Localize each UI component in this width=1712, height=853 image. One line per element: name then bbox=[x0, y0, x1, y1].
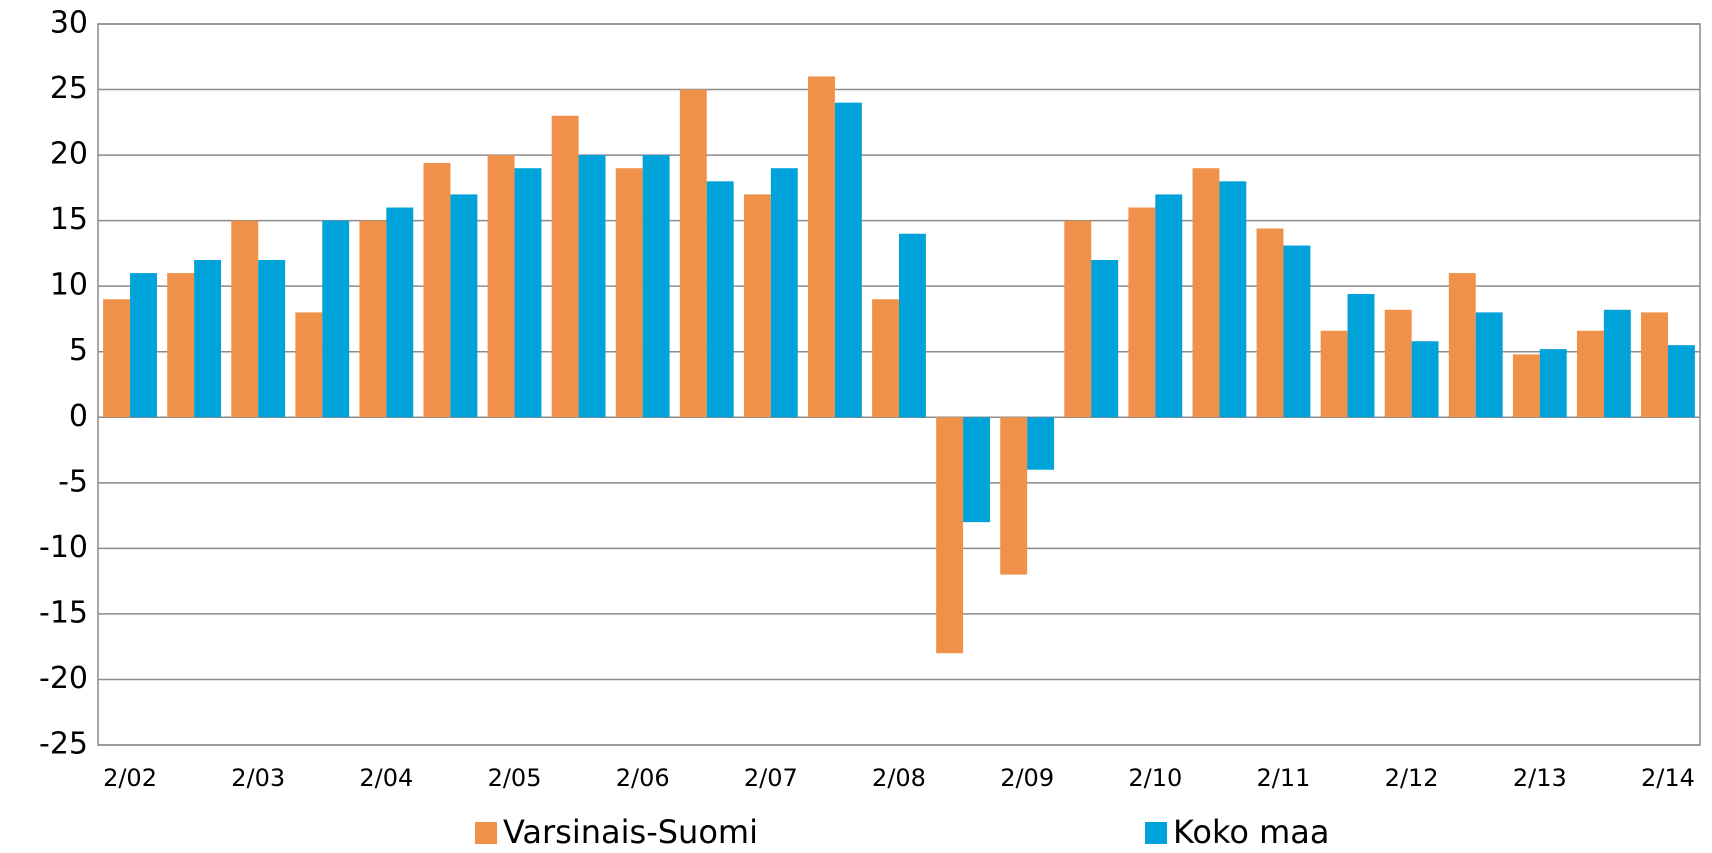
bar bbox=[642, 155, 670, 418]
bar bbox=[1475, 312, 1503, 418]
legend-label: Varsinais-Suomi bbox=[503, 813, 758, 849]
bar bbox=[808, 76, 835, 418]
bar bbox=[1219, 181, 1247, 418]
bar bbox=[1155, 194, 1183, 418]
y-tick-label: 25 bbox=[50, 71, 88, 106]
legend-swatch bbox=[475, 822, 497, 844]
bar bbox=[615, 168, 643, 418]
bar bbox=[1448, 273, 1476, 418]
x-tick-label: 2/10 bbox=[1128, 764, 1182, 792]
legend-swatch bbox=[1145, 822, 1167, 844]
bar bbox=[103, 299, 131, 418]
bar bbox=[1256, 228, 1284, 418]
bar bbox=[450, 194, 478, 418]
x-tick-label: 2/06 bbox=[616, 764, 670, 792]
y-tick-label: 15 bbox=[50, 202, 88, 237]
bar bbox=[1411, 341, 1439, 418]
x-tick-label: 2/04 bbox=[359, 764, 413, 792]
x-tick-label: 2/08 bbox=[872, 764, 926, 792]
bar bbox=[679, 89, 707, 418]
bar bbox=[872, 299, 899, 418]
y-tick-label: -20 bbox=[39, 661, 88, 696]
bar bbox=[423, 162, 451, 418]
bar bbox=[1000, 417, 1028, 575]
bar bbox=[1347, 294, 1375, 418]
y-tick-label: 20 bbox=[50, 137, 88, 172]
x-tick-label: 2/07 bbox=[744, 764, 798, 792]
bar bbox=[770, 168, 798, 418]
bar bbox=[551, 115, 579, 418]
bar bbox=[578, 155, 606, 418]
y-tick-label: 0 bbox=[69, 399, 88, 434]
bar bbox=[706, 181, 734, 418]
bar bbox=[1576, 330, 1604, 418]
bar bbox=[1064, 220, 1092, 418]
x-tick-label: 2/13 bbox=[1513, 764, 1567, 792]
bar bbox=[834, 102, 862, 418]
bar bbox=[1128, 207, 1156, 418]
bar bbox=[1283, 245, 1311, 418]
bar bbox=[1384, 309, 1412, 418]
bar bbox=[167, 273, 195, 418]
bar bbox=[514, 168, 542, 418]
bar bbox=[1192, 168, 1220, 418]
y-tick-label: -25 bbox=[39, 727, 88, 762]
y-tick-label: 10 bbox=[50, 268, 88, 303]
bar bbox=[386, 207, 414, 418]
bar bbox=[487, 155, 515, 418]
x-tick-label: 2/09 bbox=[1000, 764, 1054, 792]
plot-border bbox=[97, 23, 1701, 746]
x-tick-label: 2/03 bbox=[231, 764, 285, 792]
bar bbox=[1641, 312, 1668, 418]
y-tick-label: 30 bbox=[50, 6, 88, 41]
bar bbox=[899, 233, 926, 418]
bar bbox=[1320, 330, 1348, 418]
bar bbox=[1603, 309, 1631, 418]
x-tick-label: 2/02 bbox=[103, 764, 157, 792]
bar bbox=[130, 273, 157, 418]
bar bbox=[963, 417, 990, 523]
x-tick-label: 2/14 bbox=[1641, 764, 1695, 792]
bar bbox=[322, 220, 350, 418]
bar bbox=[1667, 345, 1695, 418]
y-tick-label: -10 bbox=[39, 530, 88, 565]
bar bbox=[295, 312, 323, 418]
bar bbox=[1512, 354, 1540, 418]
bar bbox=[231, 220, 259, 418]
y-tick-label: -5 bbox=[58, 464, 88, 499]
bar bbox=[743, 194, 771, 418]
y-tick-label: 5 bbox=[69, 333, 88, 368]
bar bbox=[1091, 259, 1119, 418]
bar bbox=[258, 259, 286, 418]
legend-label: Koko maa bbox=[1173, 813, 1330, 849]
bar bbox=[1539, 349, 1567, 418]
bar bbox=[936, 417, 964, 654]
bar bbox=[194, 259, 222, 418]
x-tick-label: 2/11 bbox=[1257, 764, 1311, 792]
bar bbox=[1027, 417, 1055, 470]
x-tick-label: 2/05 bbox=[488, 764, 542, 792]
bar bbox=[359, 220, 387, 418]
y-tick-label: -15 bbox=[39, 595, 88, 630]
x-tick-label: 2/12 bbox=[1385, 764, 1439, 792]
